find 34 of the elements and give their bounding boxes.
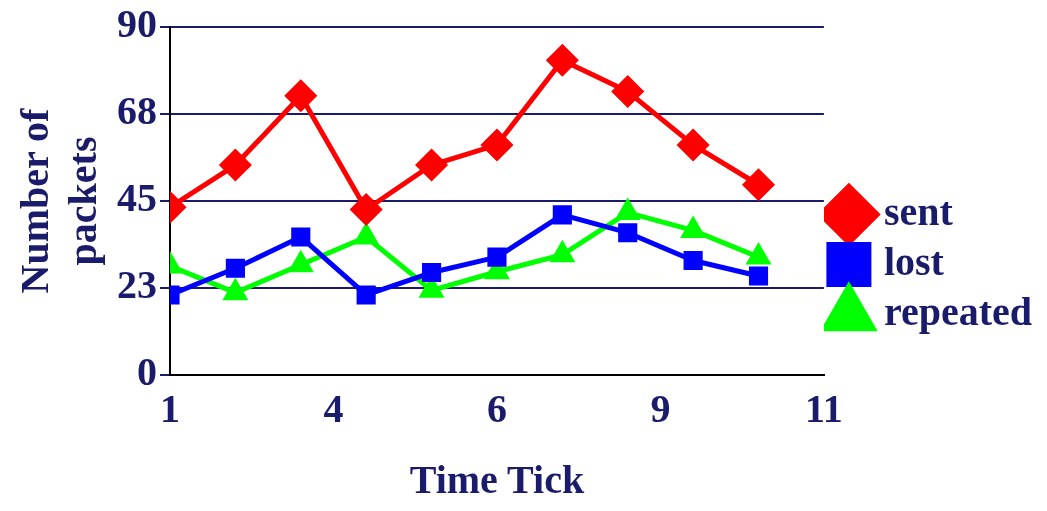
point — [481, 129, 513, 161]
point — [618, 223, 638, 243]
y-tick-label: 0 — [137, 349, 157, 395]
point — [356, 285, 376, 305]
point — [219, 149, 251, 181]
y-tick-label: 45 — [117, 175, 157, 221]
x-tick-label: 9 — [650, 386, 671, 432]
legend-label: lost — [883, 238, 945, 284]
legend-label: sent — [883, 188, 954, 234]
y-tick-label: 68 — [117, 88, 157, 134]
point — [748, 266, 769, 286]
point — [743, 169, 775, 201]
point — [683, 250, 703, 271]
point — [612, 76, 644, 108]
point — [552, 205, 572, 225]
x-tick-label: 11 — [805, 386, 843, 432]
point — [421, 262, 442, 283]
y-tick-label: 23 — [117, 262, 157, 308]
legend-label: repeated — [883, 288, 1032, 334]
x-tick-label: 6 — [486, 386, 507, 432]
point — [224, 280, 247, 301]
point — [487, 247, 507, 267]
y-axis-title: Number of packets — [12, 107, 106, 294]
x-axis-title: Time Tick — [409, 457, 585, 503]
point — [416, 149, 448, 181]
x-tick-label: 1 — [160, 386, 180, 432]
x-tick-label: 4 — [323, 386, 344, 432]
point — [677, 129, 709, 161]
y-tick-label: 90 — [117, 1, 157, 47]
point — [225, 258, 245, 278]
point — [546, 44, 578, 76]
point — [285, 80, 317, 112]
point — [350, 194, 382, 226]
point — [291, 227, 311, 247]
